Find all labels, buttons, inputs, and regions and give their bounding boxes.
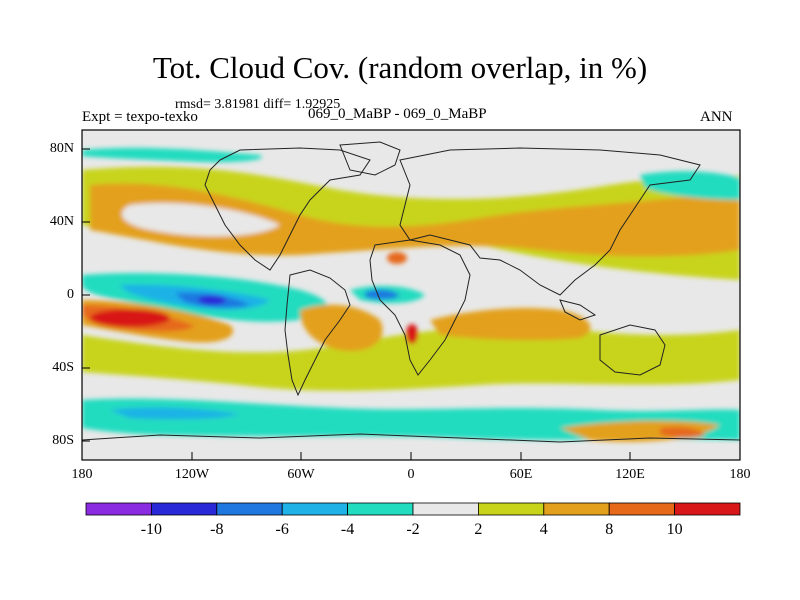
colorbar-swatch: [543, 502, 610, 516]
colorbar-label: -6: [275, 521, 289, 538]
north-orange-band: [90, 183, 740, 257]
case-label: 069_0_MaBP - 069_0_MaBP: [308, 106, 487, 122]
colorbar-swatch: [608, 502, 676, 516]
sahara-red-patch: [387, 252, 407, 264]
atlantic-strong-negative: [365, 289, 400, 300]
y-label-80n: 80N: [49, 141, 74, 156]
x-label-120w: 120W: [174, 467, 210, 482]
antarctica-coast: [82, 433, 740, 443]
x-ticks: [81, 452, 741, 460]
colorbar: [85, 502, 741, 516]
colorbar-swatch: [477, 502, 545, 516]
south-america-coast: [284, 269, 351, 397]
colorbar-label: 10: [666, 521, 683, 538]
antarctic-red: [660, 426, 705, 438]
africa-coast: [369, 239, 471, 376]
north-america-coast: [204, 147, 371, 271]
season-label: ANN: [700, 109, 733, 125]
x-label-0: 0: [407, 467, 415, 482]
south-pacific-max-positive: [90, 309, 170, 327]
stats-label: rmsd= 3.81981 diff= 1.92925: [175, 97, 341, 112]
colorbar-swatch: [412, 502, 479, 516]
colorbar-swatch: [216, 502, 283, 516]
y-label-0: 0: [67, 287, 74, 302]
colorbar-label: -10: [140, 521, 163, 538]
colorbar-swatch: [281, 502, 349, 516]
eurasia-coast: [399, 147, 701, 296]
colorbar-label: 4: [539, 521, 548, 538]
plot-title: Tot. Cloud Cov. (random overlap, in %): [152, 50, 648, 85]
colorbar-label: -4: [340, 521, 355, 538]
y-ticks: [82, 148, 90, 442]
y-label-40s: 40S: [52, 360, 74, 375]
x-label-60e: 60E: [509, 467, 533, 482]
greenland-coast: [339, 141, 401, 176]
colorbar-swatch: [347, 502, 414, 516]
colorbar-swatch: [150, 502, 218, 516]
anomaly-field: [82, 130, 740, 460]
arctic-negative: [82, 147, 262, 163]
experiment-label: Expt = texpo-texko: [82, 109, 198, 125]
x-label-60w: 60W: [287, 467, 315, 482]
africa-red-patch: [406, 324, 418, 344]
colorbar-label: -8: [210, 521, 224, 538]
australia-coast: [599, 324, 666, 376]
colorbar-label: 2: [474, 521, 483, 538]
africa-orange-patch: [300, 304, 383, 351]
tropical-max-negative: [198, 295, 226, 305]
north-pacific-negative: [640, 171, 740, 200]
colorbar-swatch: [85, 502, 152, 516]
indonesia-coast: [559, 299, 597, 321]
x-label-180w: 180: [71, 467, 93, 482]
southern-ocean-mid-negative: [110, 407, 240, 420]
y-label-80s: 80S: [52, 433, 74, 448]
colorbar-label: 8: [605, 521, 614, 538]
y-label-40n: 40N: [49, 214, 74, 229]
colorbar-label: -2: [406, 521, 420, 538]
colorbar-swatch: [674, 502, 741, 516]
north-white-patch: [121, 202, 280, 237]
southern-orange-patch: [430, 308, 591, 341]
x-label-180e: 180: [729, 467, 751, 482]
southern-positive-band: [82, 325, 740, 391]
x-label-120e: 120E: [615, 467, 645, 482]
coastlines: [82, 141, 740, 443]
